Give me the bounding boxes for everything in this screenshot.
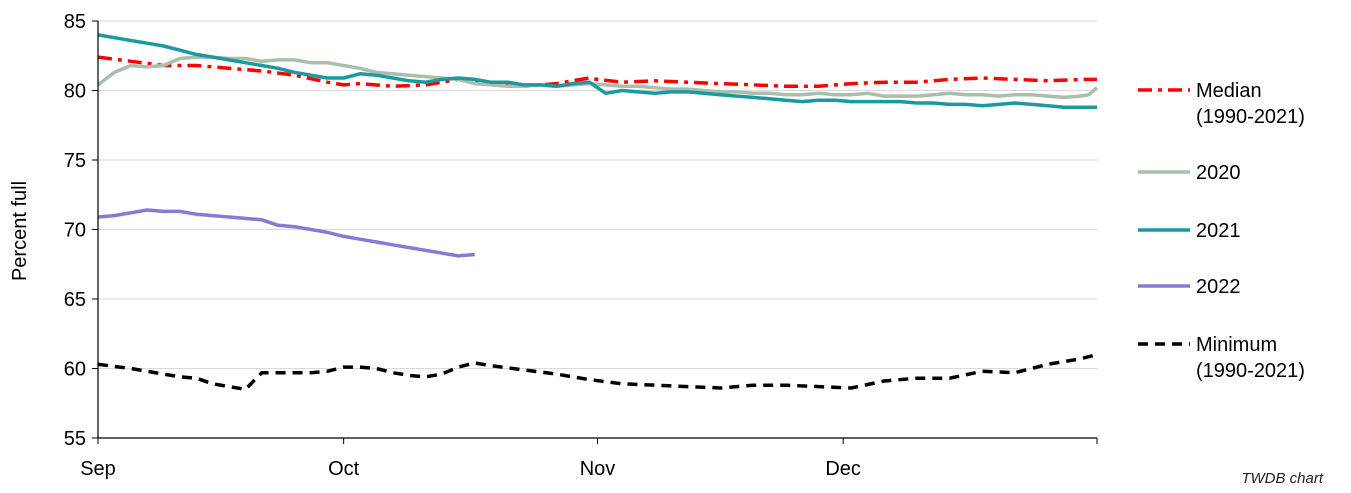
series-line-2020 (96, 55, 1099, 100)
x-tick-label: Oct (328, 458, 360, 480)
series-line-minimum-1990-2021 (97, 352, 1098, 392)
legend-label-2022: 2022 (1196, 276, 1241, 298)
legend-label-median-1990-2021: Median (1196, 80, 1262, 102)
legend-label-median-1990-2021: (1990-2021) (1196, 106, 1305, 128)
gridlines (98, 20, 1097, 369)
y-tick-label: 65 (64, 289, 86, 311)
series-line-median-1990-2021 (97, 55, 1097, 89)
x-tick-label: Dec (825, 458, 861, 480)
y-tick-label: 85 (64, 11, 86, 33)
legend-label-2021: 2021 (1196, 220, 1241, 242)
series-line-2021 (97, 33, 1097, 109)
series-line-2022 (97, 208, 475, 258)
x-tick-label: Nov (580, 458, 616, 480)
x-tick-label: Sep (80, 458, 116, 480)
axes (92, 20, 1098, 444)
y-tick-label: 80 (64, 81, 86, 103)
y-tick-label: 70 (64, 220, 86, 242)
y-tick-label: 60 (64, 359, 86, 381)
y-axis-title: Percent full (9, 181, 31, 281)
chart-credit: TWDB chart (1241, 470, 1323, 487)
legend-label-2020: 2020 (1196, 162, 1241, 184)
y-tick-label: 55 (64, 428, 86, 450)
legend: Median (1990-2021) 2020 2021 2022 Minimum (199… (1138, 80, 1305, 382)
legend-label-minimum-1990-2021: Minimum (1196, 334, 1277, 356)
y-tick-label: 75 (64, 150, 86, 172)
series-lines (96, 33, 1099, 392)
legend-label-minimum-1990-2021: (1990-2021) (1196, 360, 1305, 382)
tick-labels: 55 60 65 70 75 80 85 Sep Oct Nov Dec (64, 11, 861, 480)
